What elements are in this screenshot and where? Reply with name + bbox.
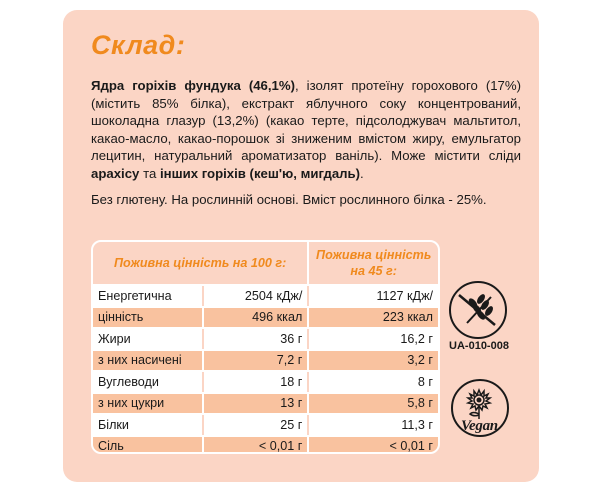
nutrient-label: з них цукри (93, 392, 204, 415)
value-per-45g: < 0,01 г (308, 435, 438, 452)
value-per-45g: 5,8 г (308, 392, 438, 415)
value-per-100g: 7,2 г (202, 349, 310, 372)
value-per-100g: < 0,01 г (202, 435, 310, 452)
ingredients-end: . (360, 165, 364, 181)
value-per-100g: 18 г (202, 371, 310, 394)
dietary-notes: Без глютену. На рослинній основі. Вміст … (91, 192, 487, 207)
ingredients-text: Ядра горіхів фундука (46,1%), ізолят про… (91, 77, 521, 182)
value-per-45g: 1127 кДж/ (308, 285, 438, 308)
nutrient-label: Енергетична (93, 285, 204, 308)
value-per-45g: 16,2 г (308, 328, 438, 351)
nutrient-label: Сіль (93, 435, 204, 452)
allergen-peanut: арахісу (91, 165, 140, 181)
vegan-sunflower-icon (451, 379, 509, 437)
nutrient-label: Жири (93, 328, 204, 351)
ingredients-main-text: , ізолят протеїну горохового (17%) (міст… (91, 78, 521, 163)
value-per-45g: 3,2 г (308, 349, 438, 372)
vegan-label: Vegan (461, 418, 498, 434)
table-row: цінність 496 ккал 223 ккал (93, 306, 438, 329)
value-per-100g: 36 г (202, 328, 310, 351)
value-per-45g: 223 ккал (308, 306, 438, 329)
ingredients-main-bold: Ядра горіхів фундука (46,1%) (91, 78, 296, 93)
table-row: Білки 25 г 11,3 г (93, 414, 438, 437)
nutrient-label: Білки (93, 414, 204, 437)
table-row: з них насичені 7,2 г 3,2 г (93, 349, 438, 372)
header-per-45g: Поживна цінність на 45 г: (308, 242, 438, 286)
table-row: Жири 36 г 16,2 г (93, 328, 438, 351)
gluten-free-code: UA-010-008 (449, 340, 509, 352)
ingredients-title: Склад: (91, 30, 186, 60)
header-per-100g: Поживна цінність на 100 г: (93, 242, 310, 286)
table-row: Енергетична 2504 кДж/1127 кДж/ (93, 285, 438, 308)
nutrition-table: Поживна цінність на 100 г: Поживна цінні… (91, 240, 440, 454)
nutrient-label: з них насичені (93, 349, 204, 372)
table-row: Сіль < 0,01 г < 0,01 г (93, 435, 438, 452)
ingredients-connector: та (139, 165, 160, 181)
value-per-100g: 25 г (202, 414, 310, 437)
value-per-100g: 2504 кДж/ (202, 285, 310, 308)
table-row: з них цукри 13 г 5,8 г (93, 392, 438, 415)
nutrient-label: Вуглеводи (93, 371, 204, 394)
value-per-100g: 496 ккал (202, 306, 310, 329)
value-per-100g: 13 г (202, 392, 310, 415)
value-per-45g: 8 г (308, 371, 438, 394)
allergen-nuts: інших горіхів (кеш'ю, мигдаль) (159, 165, 361, 181)
nutrient-label: цінність (93, 306, 204, 329)
crossed-grain-icon (449, 281, 507, 339)
value-per-45g: 11,3 г (308, 414, 438, 437)
